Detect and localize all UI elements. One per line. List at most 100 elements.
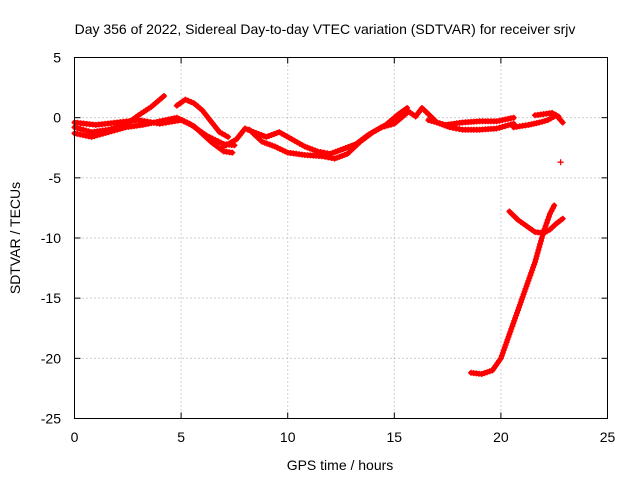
data-point-marker: [503, 339, 510, 346]
data-point-marker: [94, 132, 101, 139]
data-point-marker: [532, 259, 538, 266]
data-point-marker: [539, 118, 546, 125]
data-point-marker: [507, 328, 514, 335]
y-tick-label: -10: [41, 230, 61, 246]
data-point-marker: [108, 128, 115, 135]
data-point-marker: [517, 299, 524, 306]
data-point-marker: [538, 235, 545, 241]
data-point-marker: [499, 350, 506, 356]
grid-layer: [74, 57, 608, 419]
data-point-marker: [552, 111, 559, 118]
data-point-marker: [528, 269, 535, 276]
data-point-marker: [161, 93, 167, 99]
data-point-marker: [512, 315, 519, 322]
data-point-marker: [433, 119, 440, 126]
data-point-marker: [555, 113, 562, 120]
data-point-marker: [88, 133, 95, 140]
data-point-marker: [111, 127, 118, 134]
data-point-marker: [439, 121, 446, 128]
data-point-marker: [515, 307, 521, 314]
series-track-12: [506, 208, 566, 237]
data-point-marker: [525, 277, 532, 284]
data-point-marker: [499, 123, 506, 130]
data-point-marker: [559, 215, 566, 222]
y-tick-label: -25: [41, 411, 61, 427]
series-track-13: [557, 159, 564, 166]
x-tick-label: 20: [493, 429, 509, 445]
data-point-marker: [504, 336, 511, 343]
data-point-marker: [536, 244, 543, 250]
series-track-3: [71, 117, 236, 156]
data-point-marker: [105, 129, 112, 136]
x-axis-label: GPS time / hours: [287, 457, 394, 473]
data-point-marker: [506, 331, 513, 338]
data-point-marker: [493, 125, 500, 132]
data-point-marker: [97, 131, 104, 138]
data-point-marker: [511, 317, 518, 324]
x-tick-label: 15: [387, 429, 403, 445]
data-point-marker: [484, 369, 490, 376]
data-point-marker: [534, 250, 541, 256]
data-point-marker: [543, 228, 550, 235]
data-point-marker: [540, 230, 547, 237]
data-point-marker: [535, 247, 542, 253]
data-point-marker: [119, 125, 126, 132]
data-point-marker: [529, 267, 536, 274]
data-point-marker: [544, 216, 551, 223]
data-point-marker: [242, 125, 249, 132]
data-point-marker: [188, 99, 194, 105]
x-tick-label: 5: [177, 429, 185, 445]
data-point-marker: [77, 125, 84, 132]
series-track-10: [532, 109, 562, 120]
data-point-marker: [559, 119, 566, 126]
data-point-marker: [526, 275, 533, 282]
data-point-marker: [436, 120, 443, 127]
data-point-marker: [522, 285, 529, 292]
series-track-5: [220, 109, 411, 157]
data-point-marker: [510, 114, 517, 121]
data-point-marker: [500, 347, 507, 354]
data-point-marker: [538, 238, 544, 244]
data-point-marker: [514, 309, 520, 316]
data-point-marker: [486, 368, 493, 375]
y-tick-label: -15: [41, 290, 61, 306]
series-track-8: [425, 114, 517, 128]
data-point-marker: [502, 123, 509, 130]
data-point-marker: [425, 117, 432, 124]
series-track-4: [173, 96, 231, 140]
data-point-marker: [521, 288, 528, 295]
plot-frame: [74, 57, 608, 419]
data-point-marker: [80, 126, 86, 133]
data-point-marker: [185, 97, 192, 104]
series-track-6: [246, 105, 411, 162]
data-point-marker: [428, 117, 435, 124]
series-layer: [71, 93, 566, 377]
data-point-marker: [82, 127, 89, 134]
data-point-marker: [508, 325, 515, 332]
data-point-marker: [91, 133, 98, 140]
data-point-marker: [496, 124, 503, 131]
data-point-marker: [557, 159, 564, 166]
series-track-11: [468, 202, 558, 377]
data-point-marker: [225, 133, 231, 140]
data-point-marker: [498, 352, 505, 359]
data-point-marker: [505, 122, 511, 129]
data-point-marker: [542, 117, 548, 124]
data-point-marker: [117, 125, 123, 132]
chart-title: Day 356 of 2022, Sidereal Day-to-day VTE…: [75, 21, 576, 37]
data-point-marker: [530, 264, 537, 271]
data-point-marker: [524, 280, 531, 287]
x-tick-label: 10: [280, 429, 296, 445]
data-point-marker: [516, 301, 523, 308]
data-point-marker: [478, 371, 485, 377]
data-point-marker: [229, 149, 236, 156]
data-point-marker: [536, 119, 543, 126]
data-point-marker: [518, 296, 525, 303]
data-point-marker: [520, 291, 527, 298]
data-point-marker: [502, 342, 509, 348]
tick-layer: 0 5 10 15 20 25 5 0 -5 -10 -15 -20 -25: [41, 50, 616, 446]
y-tick-label: -5: [49, 170, 62, 186]
data-point-marker: [114, 126, 121, 133]
data-point-marker: [74, 125, 81, 132]
